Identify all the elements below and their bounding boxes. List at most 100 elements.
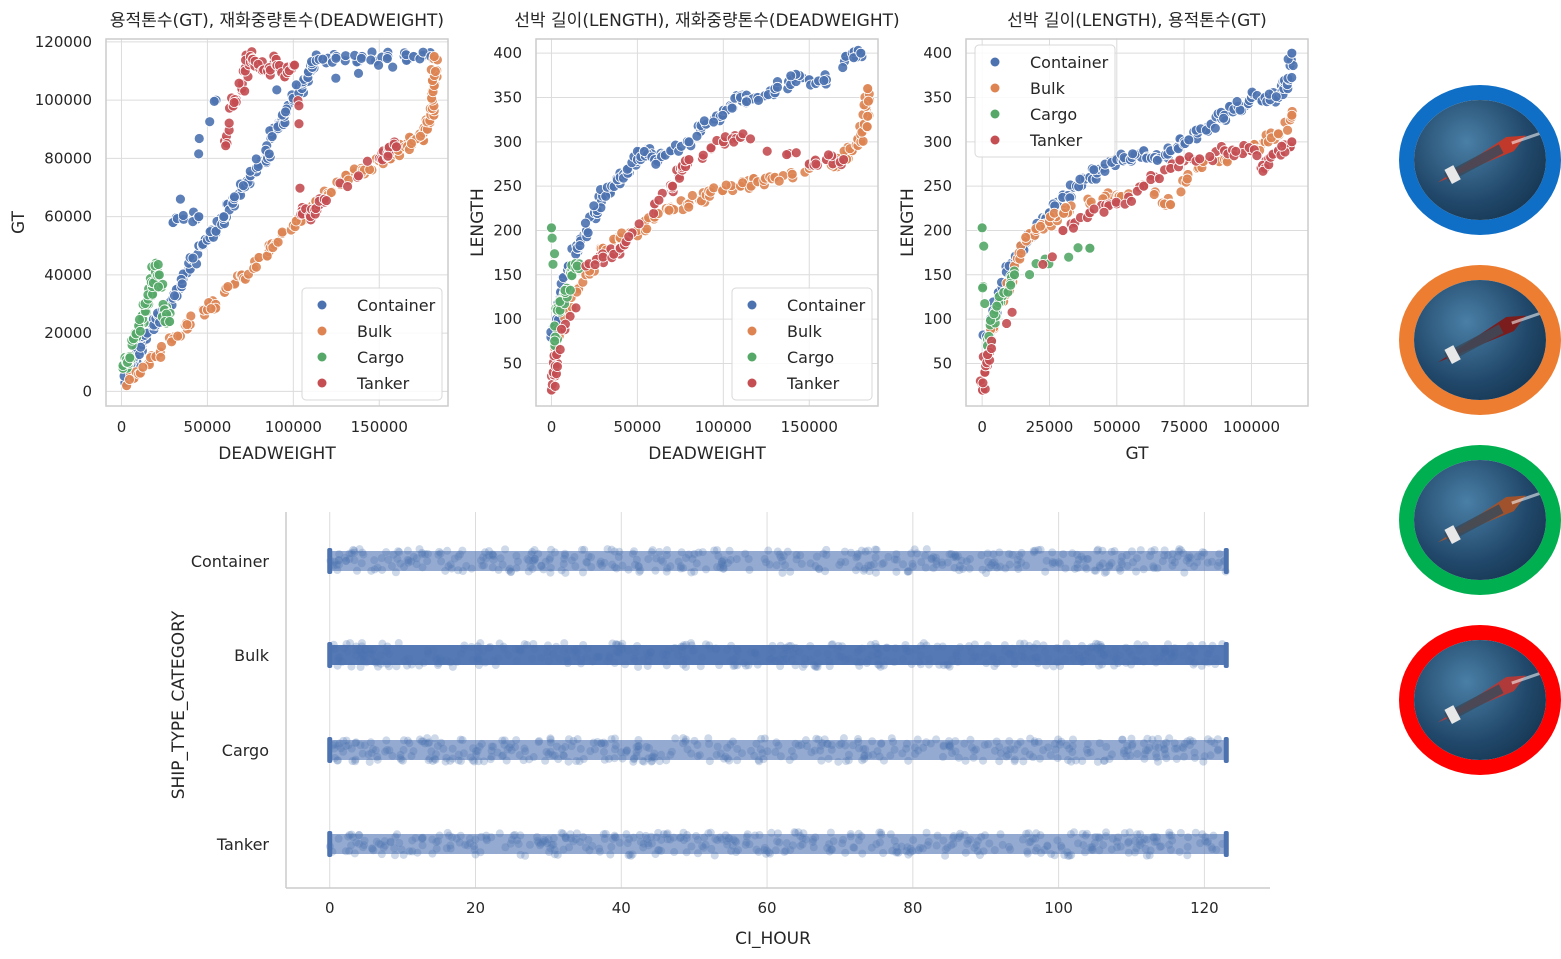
strip-point [343, 647, 352, 656]
strip-point [1095, 563, 1104, 572]
strip-point [534, 549, 543, 558]
strip-point [412, 554, 421, 563]
strip-point [439, 744, 448, 753]
strip-point [817, 756, 826, 765]
strip-point [489, 551, 498, 560]
strip-point [892, 555, 901, 564]
strip-point [596, 557, 605, 566]
strip-point [538, 838, 547, 847]
strip-point [1056, 662, 1065, 671]
strip-point [400, 656, 409, 665]
strip-point [705, 757, 714, 766]
strip-point [585, 846, 594, 855]
strip-point [407, 752, 416, 761]
strip-point [874, 655, 883, 664]
strip-point [1030, 548, 1039, 557]
strip-point [1096, 640, 1105, 649]
y-tick-label: 150 [923, 266, 952, 284]
data-point [1005, 279, 1017, 291]
strip-point [1074, 839, 1083, 848]
strip-point [648, 756, 657, 765]
strip-point [822, 545, 831, 554]
strip-point [791, 643, 800, 652]
legend-label: Cargo [357, 348, 404, 367]
strip-point [918, 844, 927, 853]
data-point [861, 121, 873, 132]
strip-point [682, 848, 691, 857]
strip-point [537, 561, 546, 570]
strip-point [797, 740, 806, 749]
strip-point [861, 745, 870, 754]
strip-point [775, 838, 784, 847]
strip-point [1168, 836, 1177, 845]
data-point [698, 115, 710, 127]
strip-point [630, 655, 639, 664]
strip-point [1214, 745, 1223, 754]
y-tick-label: 200 [923, 221, 952, 239]
strip-point [810, 661, 819, 670]
strip-point [350, 556, 359, 565]
strip-point [378, 639, 387, 648]
strip-point [782, 654, 791, 663]
strip-point [917, 558, 926, 567]
strip-point [752, 739, 761, 748]
strip-point [871, 568, 880, 577]
strip-point [697, 653, 706, 662]
data-point [271, 84, 283, 96]
strip-point [631, 656, 640, 665]
strip-point [1170, 644, 1179, 653]
strip-point [647, 832, 656, 841]
strip-point [980, 831, 989, 840]
strip-end-cap [1223, 548, 1229, 574]
data-point [362, 155, 373, 167]
strip-point [815, 565, 824, 574]
strip-point [1068, 549, 1077, 558]
data-point [1068, 222, 1079, 234]
strip-point [1117, 560, 1126, 569]
strip-point [921, 551, 930, 560]
strip-point [454, 756, 463, 765]
legend-box [301, 287, 443, 401]
strip-point [1098, 546, 1107, 555]
strip-point [617, 644, 626, 653]
strip-point [760, 555, 769, 564]
y-tick-label: 100 [493, 310, 522, 328]
strip-point [1132, 567, 1141, 576]
strip-point [1187, 653, 1196, 662]
strip-point [377, 850, 386, 859]
strip-point [447, 833, 456, 842]
strip-point [700, 833, 709, 842]
strip-point [578, 545, 587, 554]
strip-point [470, 842, 479, 851]
strip-point [519, 756, 528, 765]
strip-point [651, 850, 660, 859]
data-point [1231, 96, 1243, 107]
strip-point [890, 555, 899, 564]
strip-point [966, 735, 975, 744]
strip-point [706, 828, 715, 837]
strip-point [334, 834, 343, 843]
data-point [546, 232, 558, 244]
strip-point [949, 552, 958, 561]
strip-point [872, 840, 881, 849]
strip-point [710, 851, 719, 860]
strip-point [1075, 654, 1084, 663]
strip-point [698, 548, 707, 557]
data-point [187, 252, 199, 264]
strip-point [516, 647, 525, 656]
data-point [387, 61, 399, 73]
strip-point [1133, 657, 1142, 666]
strip-point [1149, 832, 1158, 841]
strip-point [605, 651, 614, 660]
strip-point [760, 845, 769, 854]
data-point [152, 259, 164, 270]
strip-point [639, 656, 648, 665]
strip-point [719, 754, 728, 763]
strip-point [996, 830, 1005, 839]
strip-point [498, 736, 507, 745]
strip-point [515, 645, 524, 654]
strip-point [618, 754, 627, 763]
strip-point [557, 828, 566, 837]
strip-point [790, 828, 799, 837]
data-point [691, 130, 703, 142]
